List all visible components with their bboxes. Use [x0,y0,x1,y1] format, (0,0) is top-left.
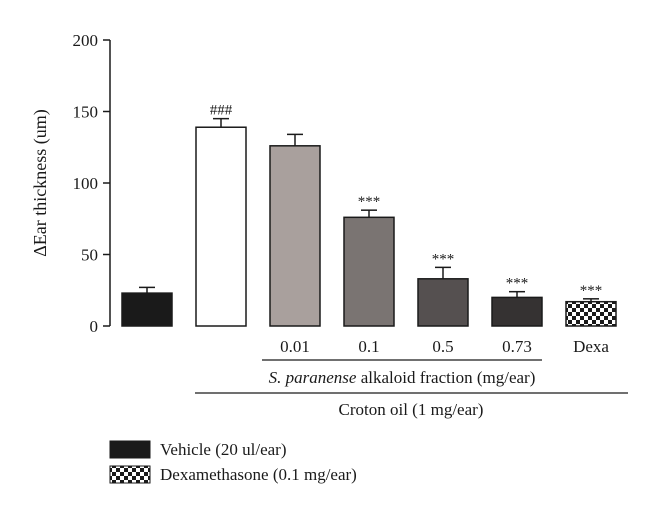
bar [491,296,543,327]
category-label: 0.01 [280,337,310,356]
significance-marker: *** [358,194,381,210]
legend-label: Vehicle (20 ul/ear) [160,440,287,459]
group-labels: S. paranense alkaloid fraction (mg/ear) … [195,359,628,419]
category-label: Dexa [573,337,609,356]
y-tick-label: 50 [81,246,98,265]
bar [343,216,395,327]
bar [565,300,617,327]
legend-label: Dexamethasone (0.1 mg/ear) [160,465,357,484]
bar [269,145,321,327]
y-axis-label: ΔEar thickness (um) [30,109,51,257]
category-label: 0.1 [358,337,379,356]
legend-swatch [109,465,151,484]
legend: Vehicle (20 ul/ear) Dexamethasone (0.1 mg… [109,440,357,484]
bar [417,278,469,327]
bar [121,292,173,327]
significance-marker: *** [432,251,455,267]
significance-marker: *** [580,283,603,299]
bar [195,126,247,327]
croton-oil-label: Croton oil (1 mg/ear) [339,400,484,419]
y-tick-label: 0 [90,317,99,336]
significance-marker: ### [210,103,233,119]
y-tick-label: 200 [73,31,99,50]
y-tick-label: 150 [73,103,99,122]
legend-swatch [109,440,151,459]
category-label: 0.5 [432,337,453,356]
category-label: 0.73 [502,337,532,356]
y-tick-label: 100 [73,174,99,193]
significance-marker: *** [506,276,529,292]
alkaloid-fraction-label: S. paranense alkaloid fraction (mg/ear) [269,368,536,387]
